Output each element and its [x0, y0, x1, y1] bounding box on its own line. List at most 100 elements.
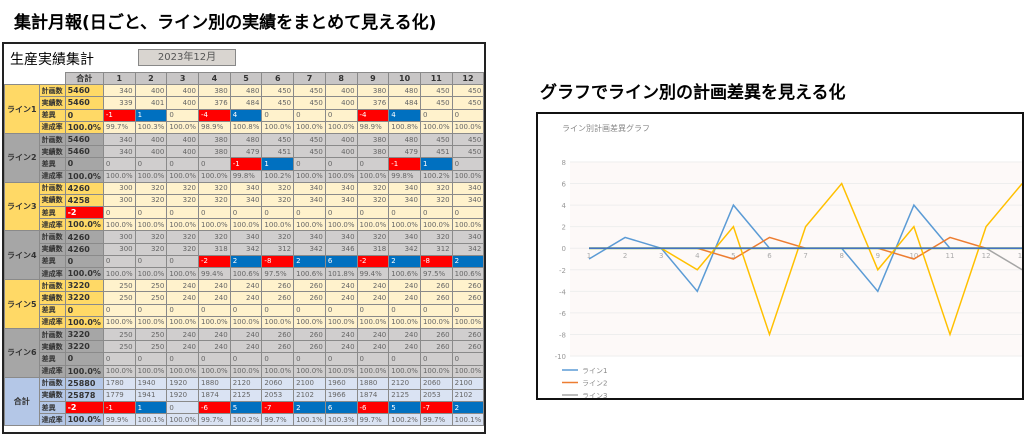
rate-cell[interactable]: 100.0%: [229, 315, 263, 329]
rate-cell[interactable]: 100.0%: [102, 315, 136, 329]
diff-cell[interactable]: 4: [229, 108, 263, 122]
actual-cell[interactable]: 376: [356, 96, 390, 110]
diff-cell[interactable]: 0: [388, 352, 421, 366]
actual-cell[interactable]: 479: [388, 145, 421, 159]
rate-cell[interactable]: 100.0%: [198, 315, 231, 329]
plan-cell[interactable]: 240: [229, 279, 263, 293]
diff-cell[interactable]: 0: [451, 157, 484, 171]
plan-cell[interactable]: 340: [102, 84, 136, 98]
total-cell[interactable]: 4260: [64, 242, 104, 256]
total-cell[interactable]: 5460: [64, 84, 104, 98]
actual-cell[interactable]: 342: [388, 242, 421, 256]
total-cell[interactable]: 100.0%: [64, 120, 104, 134]
diff-cell[interactable]: 5: [388, 401, 421, 415]
diff-cell[interactable]: 0: [356, 352, 390, 366]
diff-cell[interactable]: 0: [293, 303, 326, 317]
plan-cell[interactable]: 260: [261, 279, 295, 293]
rate-cell[interactable]: 100.6%: [229, 266, 263, 281]
plan-cell[interactable]: 380: [198, 84, 231, 98]
total-cell[interactable]: 5460: [64, 132, 104, 147]
plan-cell[interactable]: 450: [261, 132, 295, 147]
actual-cell[interactable]: 2053: [261, 388, 295, 403]
rate-cell[interactable]: 100.0%: [356, 364, 390, 378]
total-cell[interactable]: 4260: [64, 230, 104, 244]
actual-cell[interactable]: 450: [419, 96, 453, 110]
rate-cell[interactable]: 100.8%: [388, 120, 421, 134]
total-cell[interactable]: 4260: [64, 181, 104, 195]
actual-cell[interactable]: 400: [166, 96, 200, 110]
rate-cell[interactable]: 97.5%: [419, 266, 453, 281]
actual-cell[interactable]: 240: [356, 340, 390, 354]
plan-cell[interactable]: 240: [166, 327, 200, 342]
actual-cell[interactable]: 450: [451, 96, 484, 110]
diff-cell[interactable]: 4: [388, 108, 421, 122]
diff-cell[interactable]: 0: [261, 108, 295, 122]
diff-cell[interactable]: 0: [198, 157, 231, 171]
actual-cell[interactable]: 260: [261, 340, 295, 354]
diff-cell[interactable]: 0: [261, 303, 295, 317]
plan-cell[interactable]: 250: [134, 279, 168, 293]
total-cell[interactable]: 0: [64, 157, 104, 171]
rate-cell[interactable]: 99.4%: [356, 266, 390, 281]
rate-cell[interactable]: 100.1%: [451, 413, 484, 427]
rate-cell[interactable]: 99.7%: [102, 120, 136, 134]
rate-cell[interactable]: 99.7%: [261, 413, 295, 427]
plan-cell[interactable]: 300: [102, 181, 136, 195]
actual-cell[interactable]: 240: [198, 291, 231, 305]
plan-cell[interactable]: 320: [419, 181, 453, 195]
actual-cell[interactable]: 240: [229, 340, 263, 354]
plan-cell[interactable]: 1880: [198, 376, 231, 390]
rate-cell[interactable]: 100.1%: [134, 413, 168, 427]
rate-cell[interactable]: 100.2%: [229, 413, 263, 427]
total-cell[interactable]: 100.0%: [64, 364, 104, 378]
total-cell[interactable]: 3220: [64, 291, 104, 305]
actual-cell[interactable]: 401: [134, 96, 168, 110]
actual-cell[interactable]: 2053: [419, 388, 453, 403]
actual-cell[interactable]: 320: [134, 193, 168, 208]
plan-cell[interactable]: 340: [293, 181, 326, 195]
rate-cell[interactable]: 99.4%: [198, 266, 231, 281]
actual-cell[interactable]: 380: [198, 145, 231, 159]
diff-cell[interactable]: 1: [134, 108, 168, 122]
rate-cell[interactable]: 100.0%: [388, 315, 421, 329]
rate-cell[interactable]: 100.0%: [324, 218, 358, 232]
diff-cell[interactable]: -4: [198, 108, 231, 122]
diff-cell[interactable]: -1: [229, 157, 263, 171]
plan-cell[interactable]: 260: [261, 327, 295, 342]
plan-cell[interactable]: 240: [198, 279, 231, 293]
diff-cell[interactable]: 0: [293, 108, 326, 122]
rate-cell[interactable]: 99.8%: [388, 169, 421, 183]
rate-cell[interactable]: 100.0%: [261, 218, 295, 232]
actual-cell[interactable]: 1874: [198, 388, 231, 403]
rate-cell[interactable]: 99.8%: [229, 169, 263, 183]
diff-cell[interactable]: -1: [102, 401, 136, 415]
plan-cell[interactable]: 400: [134, 132, 168, 147]
diff-cell[interactable]: -4: [356, 108, 390, 122]
diff-cell[interactable]: 1: [419, 157, 453, 171]
plan-cell[interactable]: 340: [451, 181, 484, 195]
plan-cell[interactable]: 380: [356, 132, 390, 147]
diff-cell[interactable]: 0: [419, 108, 453, 122]
actual-cell[interactable]: 1874: [356, 388, 390, 403]
rate-cell[interactable]: 100.0%: [134, 364, 168, 378]
plan-cell[interactable]: 320: [134, 181, 168, 195]
rate-cell[interactable]: 100.0%: [324, 364, 358, 378]
plan-cell[interactable]: 320: [261, 230, 295, 244]
diff-cell[interactable]: -1: [388, 157, 421, 171]
rate-cell[interactable]: 100.0%: [356, 169, 390, 183]
total-cell[interactable]: 3220: [64, 279, 104, 293]
rate-cell[interactable]: 100.0%: [324, 120, 358, 134]
plan-cell[interactable]: 480: [388, 132, 421, 147]
rate-cell[interactable]: 100.2%: [388, 413, 421, 427]
plan-cell[interactable]: 240: [324, 327, 358, 342]
total-cell[interactable]: 0: [64, 108, 104, 122]
total-cell[interactable]: 25878: [64, 388, 104, 403]
actual-cell[interactable]: 484: [229, 96, 263, 110]
diff-cell[interactable]: 0: [198, 206, 231, 220]
rate-cell[interactable]: 100.3%: [134, 120, 168, 134]
rate-cell[interactable]: 100.0%: [356, 218, 390, 232]
actual-cell[interactable]: 318: [356, 242, 390, 256]
actual-cell[interactable]: 1920: [166, 388, 200, 403]
actual-cell[interactable]: 2102: [451, 388, 484, 403]
header-day[interactable]: 2: [134, 71, 168, 86]
